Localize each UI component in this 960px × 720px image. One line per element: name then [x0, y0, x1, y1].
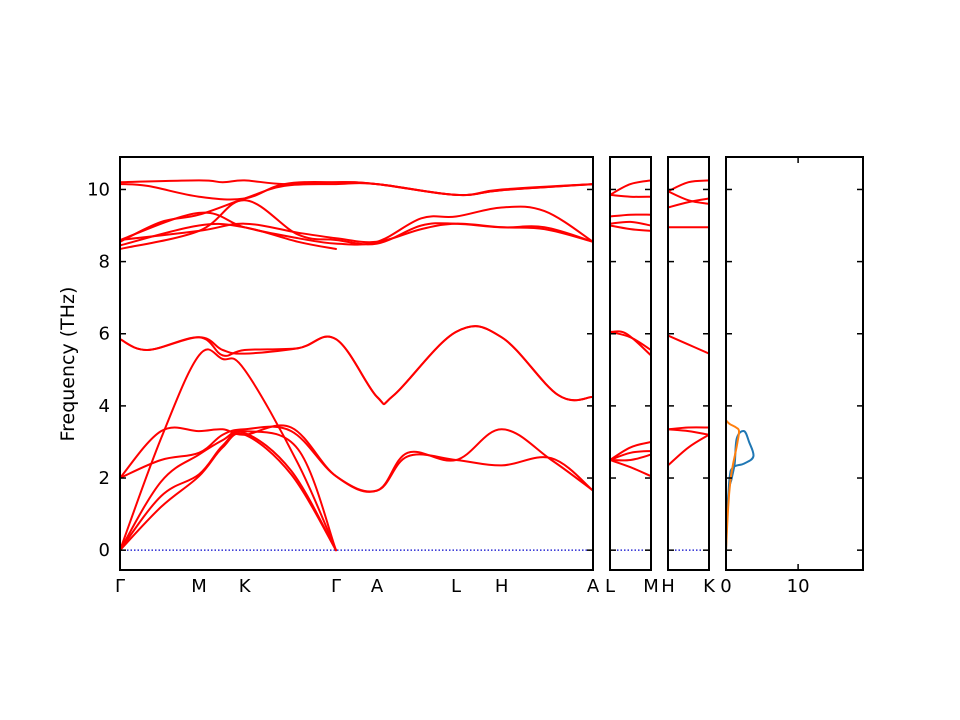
- x-tick-label: L: [605, 576, 615, 597]
- band-line-9: [610, 220, 651, 227]
- y-tick-label: 0: [99, 540, 110, 561]
- x-tick-label: M: [191, 576, 207, 597]
- panel-frame: [609, 156, 652, 571]
- band-line-3: [610, 450, 651, 461]
- band-line-4: [668, 334, 709, 355]
- panel-dos: 0 10: [720, 156, 864, 597]
- x-tick-label: 0: [720, 576, 731, 597]
- band-line-1: [610, 459, 651, 478]
- x-tick-label: M: [643, 576, 659, 597]
- band-line-8: [610, 224, 651, 232]
- x-tick-label: L: [451, 576, 461, 597]
- band-line-3: [120, 429, 337, 552]
- x-tick-label: K: [703, 576, 716, 597]
- band-line-14: [120, 181, 593, 201]
- x-tick-label: Γ: [331, 576, 341, 597]
- x-tick-label: K: [239, 576, 252, 597]
- band-line-5: [668, 197, 709, 209]
- y-tick-label: 4: [99, 396, 110, 417]
- plot-area-L-M: [610, 179, 651, 551]
- y-tick-label: 6: [99, 324, 110, 345]
- x-tick-label: H: [495, 576, 509, 597]
- x-tick-label: A: [587, 576, 600, 597]
- band-line-2: [120, 430, 337, 552]
- plot-area-main: [120, 179, 593, 552]
- band-line-4: [120, 348, 337, 552]
- band-line-8: [668, 190, 709, 205]
- y-tick-label: 2: [99, 468, 110, 489]
- plot-area-dos: [726, 419, 755, 551]
- panel-main: 0 2 4 6 8 10 Γ M K Γ A L H A: [87, 156, 600, 597]
- band-line-5: [610, 330, 651, 357]
- band-line-7: [668, 179, 709, 193]
- y-tick-label: 8: [99, 252, 110, 273]
- band-line-4: [610, 441, 651, 461]
- band-line-2: [610, 453, 651, 462]
- band-line-1: [668, 433, 709, 467]
- x-tick-label: A: [371, 576, 384, 597]
- band-line-1: [120, 432, 337, 552]
- band-line-10: [610, 179, 651, 196]
- dos-series-2: [726, 419, 741, 551]
- panel-frame: [119, 156, 594, 571]
- band-line-8: [120, 325, 593, 406]
- band-line-12: [120, 199, 593, 250]
- plot-area-H-K: [668, 179, 709, 551]
- band-line-11: [610, 193, 651, 198]
- band-line-15: [120, 179, 593, 197]
- band-line-3: [668, 428, 709, 436]
- band-line-9: [120, 205, 593, 246]
- x-tick-label: H: [661, 576, 675, 597]
- x-tick-label: 10: [787, 576, 810, 597]
- band-line-7: [610, 213, 651, 218]
- band-line-6: [610, 330, 651, 351]
- band-line-11: [120, 222, 337, 250]
- panel-frame: [667, 156, 710, 571]
- panel-frame: [725, 156, 864, 571]
- x-tick-label: Γ: [115, 576, 125, 597]
- y-tick-label: 10: [87, 179, 110, 200]
- y-axis-label: Frequency (THz): [57, 287, 79, 442]
- band-line-6: [120, 424, 593, 493]
